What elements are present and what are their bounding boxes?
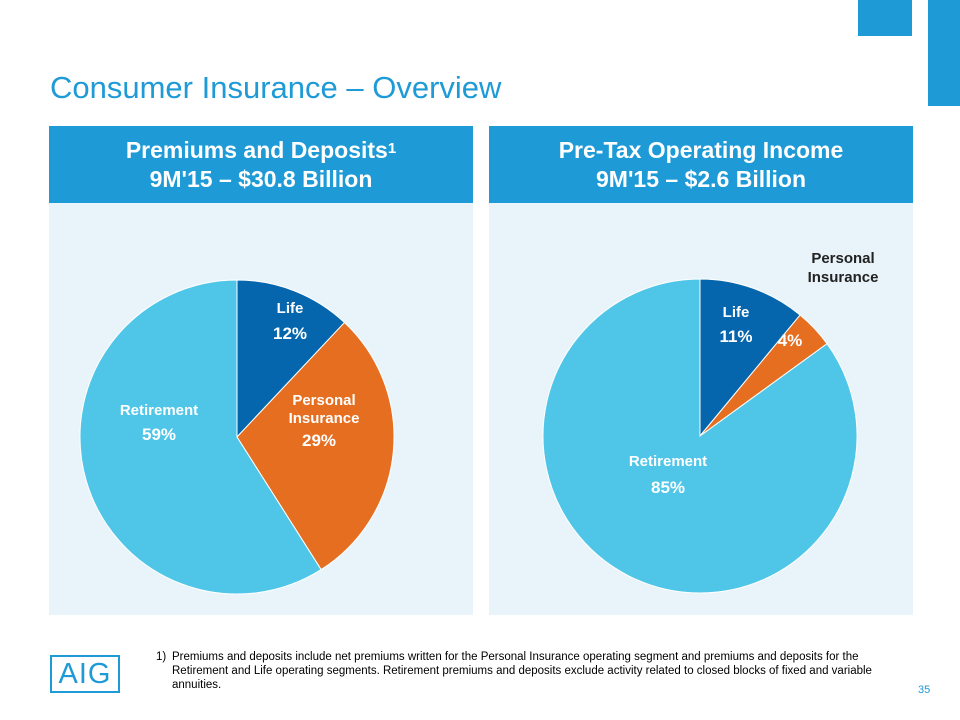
income-chart-title: Pre-Tax Operating Income [558,137,844,163]
slice-value-personal-insurance: 4% [778,331,803,350]
income-panel-header: Pre-Tax Operating Income 9M'15 – $2.6 Bi… [489,126,913,203]
slice-label-personal-insurance: Insurance [808,269,879,286]
income-chart-subtitle: 9M'15 – $2.6 Billion [596,166,806,192]
corner-square-tall [928,0,960,106]
aig-logo: AIG [50,655,120,693]
slice-value-life: 12% [273,324,307,343]
slice-label-retirement: Retirement [120,402,198,419]
slice-value-personal-insurance: 29% [302,431,336,450]
pie-slice-personal-insurance [236,321,395,571]
slice-value-retirement: 59% [142,425,176,444]
premiums-panel-header: Premiums and Deposits1 9M'15 – $30.8 Bil… [49,126,473,203]
footnote-ref: 1 [387,140,397,157]
footnote-number: 1) [156,651,167,663]
slice-label-life: Life [723,304,750,321]
slice-label-personal-insurance: Insurance [289,410,360,427]
pie-slice-retirement [542,278,858,594]
slice-label-personal-insurance: Personal [811,250,874,267]
slice-value-life: 11% [719,327,752,346]
footnote: 1) Premiums and deposits include net pre… [156,650,906,692]
premiums-chart-title: Premiums and Deposits1 [49,136,473,165]
pie-slice-life [699,278,801,438]
corner-square-small [858,0,912,36]
slice-label-personal-insurance: Personal [292,392,355,409]
page-number: 35 [918,684,931,696]
pie-slice-retirement [79,279,322,595]
premiums-panel: Premiums and Deposits1 9M'15 – $30.8 Bil… [49,126,473,615]
premiums-chart-subtitle: 9M'15 – $30.8 Billion [149,166,373,192]
slice-value-retirement: 85% [651,478,685,497]
pie-slice-life [236,279,346,439]
page-title: Consumer Insurance – Overview [50,70,502,105]
slice-label-retirement: Retirement [629,453,707,470]
footnote-text: Premiums and deposits include net premiu… [172,651,872,691]
income-panel: Pre-Tax Operating Income 9M'15 – $2.6 Bi… [489,126,913,615]
slice-label-life: Life [277,300,304,317]
income-pie-chart: Life 11% Personal Insurance 4% Retirement 85% [542,250,879,594]
premiums-chart-title-text: Premiums and Deposits [125,137,388,163]
